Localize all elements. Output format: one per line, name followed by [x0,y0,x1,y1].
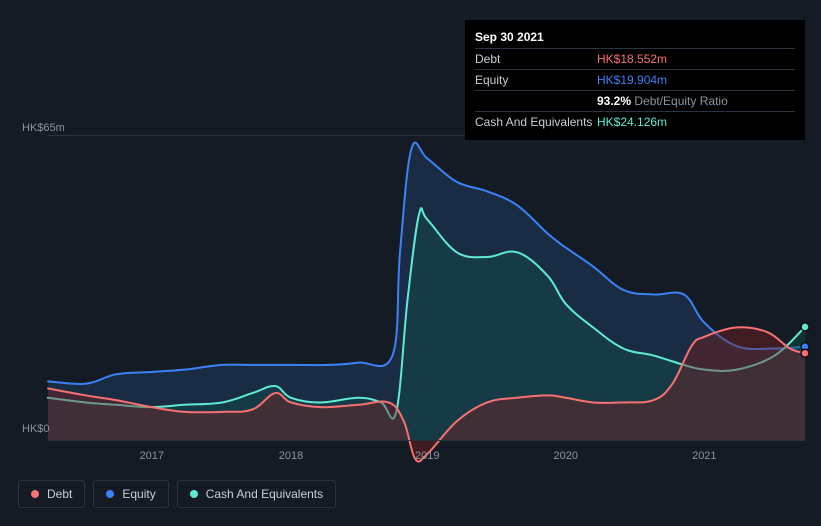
legend-label: Equity [122,487,155,501]
legend-label: Cash And Equivalents [206,487,323,501]
x-axis-tick: 2021 [692,450,716,462]
tooltip-row-value: HK$18.552m [597,52,795,66]
y-axis-max-label: HK$65m [22,122,65,134]
tooltip-date: Sep 30 2021 [475,28,795,48]
legend: Debt Equity Cash And Equivalents [18,480,336,508]
legend-item[interactable]: Cash And Equivalents [177,480,336,508]
legend-dot-icon [31,490,39,498]
series-end-marker [801,349,809,357]
tooltip-row-value: HK$19.904m [597,73,795,87]
tooltip-row: Cash And EquivalentsHK$24.126m [475,111,795,132]
x-axis-tick: 2019 [415,450,439,462]
chart-container: Sep 30 2021 DebtHK$18.552mEquityHK$19.90… [0,0,821,526]
legend-dot-icon [106,490,114,498]
legend-label: Debt [47,487,72,501]
area-chart[interactable] [48,135,805,440]
tooltip-row-label: Debt [475,52,597,66]
x-axis: 2017 2018 2019 2020 2021 [48,450,805,466]
tooltip-row-value: HK$24.126m [597,115,795,129]
tooltip-row: DebtHK$18.552m [475,48,795,69]
legend-item[interactable]: Equity [93,480,168,508]
tooltip-row-label [475,94,597,108]
y-axis-min-label: HK$0 [22,423,50,435]
x-axis-tick: 2020 [554,450,578,462]
tooltip-row-label: Cash And Equivalents [475,115,597,129]
tooltip-row-value: 93.2% Debt/Equity Ratio [597,94,795,108]
x-axis-tick: 2018 [279,450,303,462]
tooltip-row: 93.2% Debt/Equity Ratio [475,90,795,111]
x-axis-tick: 2017 [139,450,163,462]
legend-item[interactable]: Debt [18,480,85,508]
tooltip-row: EquityHK$19.904m [475,69,795,90]
legend-dot-icon [190,490,198,498]
tooltip-row-label: Equity [475,73,597,87]
chart-tooltip: Sep 30 2021 DebtHK$18.552mEquityHK$19.90… [465,20,805,140]
series-end-marker [801,323,809,331]
y-axis-min-line [48,440,805,441]
